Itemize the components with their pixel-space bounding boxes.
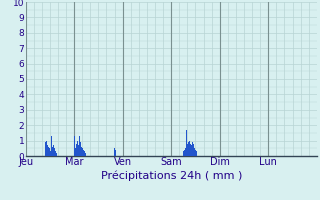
Bar	[196, 151, 197, 156]
Bar	[114, 148, 115, 156]
Bar	[78, 145, 79, 156]
Bar	[50, 151, 52, 156]
Bar	[81, 147, 82, 156]
Bar	[54, 148, 55, 156]
Bar	[46, 141, 47, 156]
Bar	[85, 153, 86, 156]
Bar	[80, 142, 81, 156]
Bar	[83, 150, 84, 156]
Bar	[76, 144, 77, 156]
Bar	[53, 145, 54, 156]
Bar	[190, 144, 191, 156]
Bar	[194, 148, 195, 156]
Bar	[77, 141, 78, 156]
Bar	[48, 147, 49, 156]
Bar	[79, 136, 80, 156]
Bar	[195, 150, 196, 156]
X-axis label: Précipitations 24h ( mm ): Précipitations 24h ( mm )	[100, 170, 242, 181]
Bar	[115, 150, 116, 156]
Bar	[75, 148, 76, 156]
Bar	[188, 142, 189, 156]
Bar	[191, 145, 192, 156]
Bar	[82, 148, 83, 156]
Bar	[185, 148, 186, 156]
Bar	[187, 144, 188, 156]
Bar	[49, 148, 50, 156]
Bar	[189, 141, 190, 156]
Bar	[74, 136, 75, 156]
Bar	[45, 142, 46, 156]
Bar	[52, 147, 53, 156]
Bar	[55, 151, 56, 156]
Bar	[192, 142, 193, 156]
Bar	[186, 130, 187, 156]
Bar	[193, 144, 194, 156]
Bar	[183, 151, 184, 156]
Bar	[84, 151, 85, 156]
Bar	[56, 153, 58, 156]
Bar	[47, 145, 48, 156]
Bar	[184, 150, 185, 156]
